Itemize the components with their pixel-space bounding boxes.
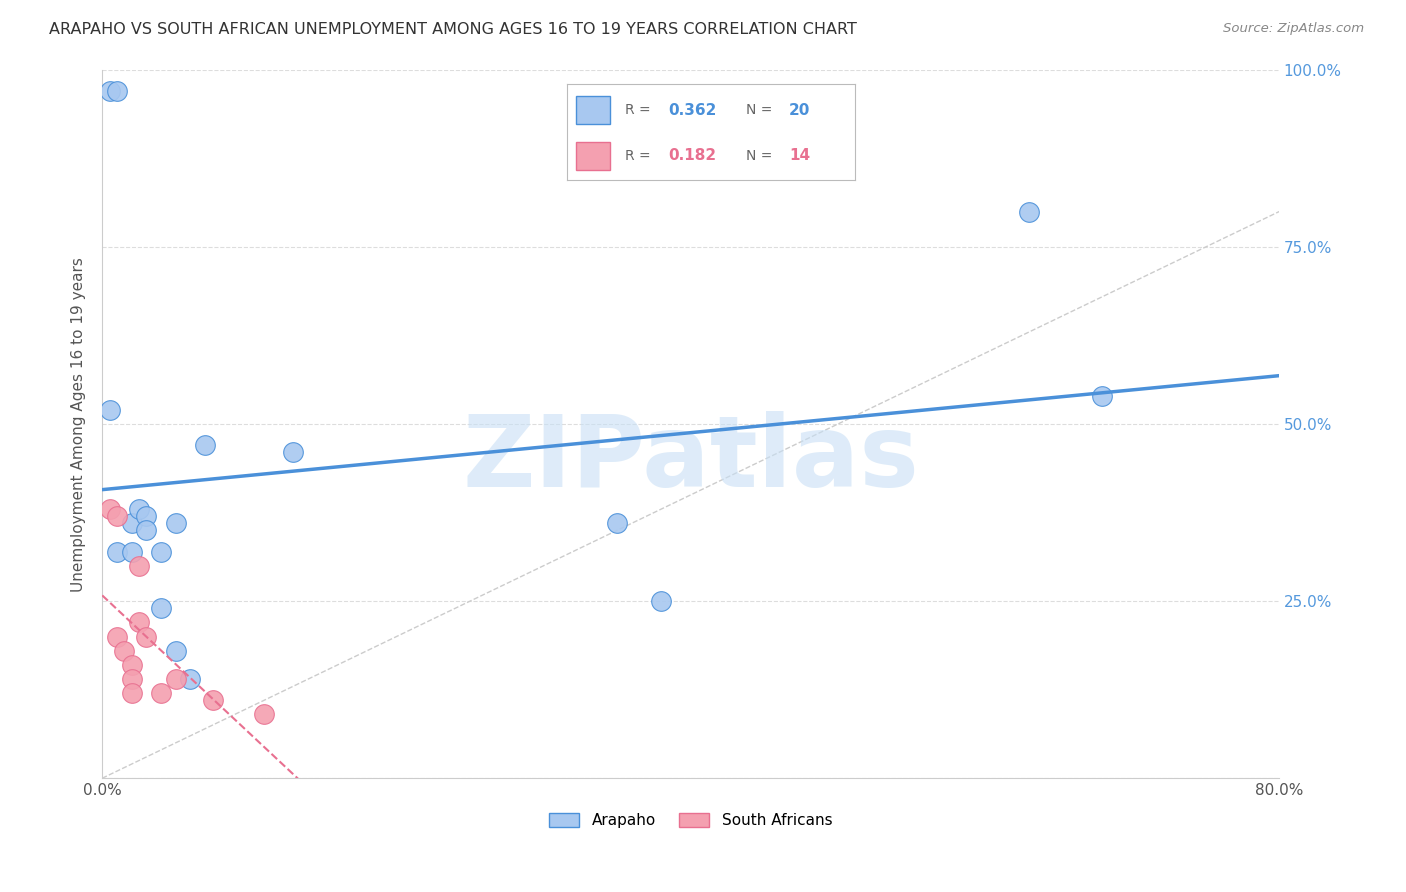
Point — [121, 686, 143, 700]
Point — [121, 657, 143, 672]
Point — [112, 644, 135, 658]
Point — [105, 509, 128, 524]
Point — [105, 630, 128, 644]
Point — [1018, 204, 1040, 219]
Y-axis label: Unemployment Among Ages 16 to 19 years: Unemployment Among Ages 16 to 19 years — [72, 257, 86, 591]
Point — [165, 644, 187, 658]
Point — [165, 672, 187, 686]
Point — [105, 544, 128, 558]
Point — [253, 707, 276, 722]
Point — [150, 544, 173, 558]
Point — [135, 524, 157, 538]
Point — [606, 516, 628, 531]
Point — [1091, 389, 1114, 403]
Point — [135, 509, 157, 524]
Text: ZIPatlas: ZIPatlas — [463, 411, 920, 508]
Text: Source: ZipAtlas.com: Source: ZipAtlas.com — [1223, 22, 1364, 36]
Point — [165, 516, 187, 531]
Point — [98, 403, 121, 417]
Point — [121, 672, 143, 686]
Point — [201, 693, 224, 707]
Point — [150, 686, 173, 700]
Text: ARAPAHO VS SOUTH AFRICAN UNEMPLOYMENT AMONG AGES 16 TO 19 YEARS CORRELATION CHAR: ARAPAHO VS SOUTH AFRICAN UNEMPLOYMENT AM… — [49, 22, 858, 37]
Legend: Arapaho, South Africans: Arapaho, South Africans — [543, 807, 838, 834]
Point — [150, 601, 173, 615]
Point — [128, 558, 150, 573]
Point — [650, 594, 672, 608]
Point — [179, 672, 201, 686]
Point — [128, 615, 150, 630]
Point — [128, 502, 150, 516]
Point — [121, 544, 143, 558]
Point — [98, 502, 121, 516]
Point — [135, 630, 157, 644]
Point — [98, 84, 121, 98]
Point — [121, 516, 143, 531]
Point — [194, 438, 217, 452]
Point — [283, 445, 305, 459]
Point — [105, 84, 128, 98]
